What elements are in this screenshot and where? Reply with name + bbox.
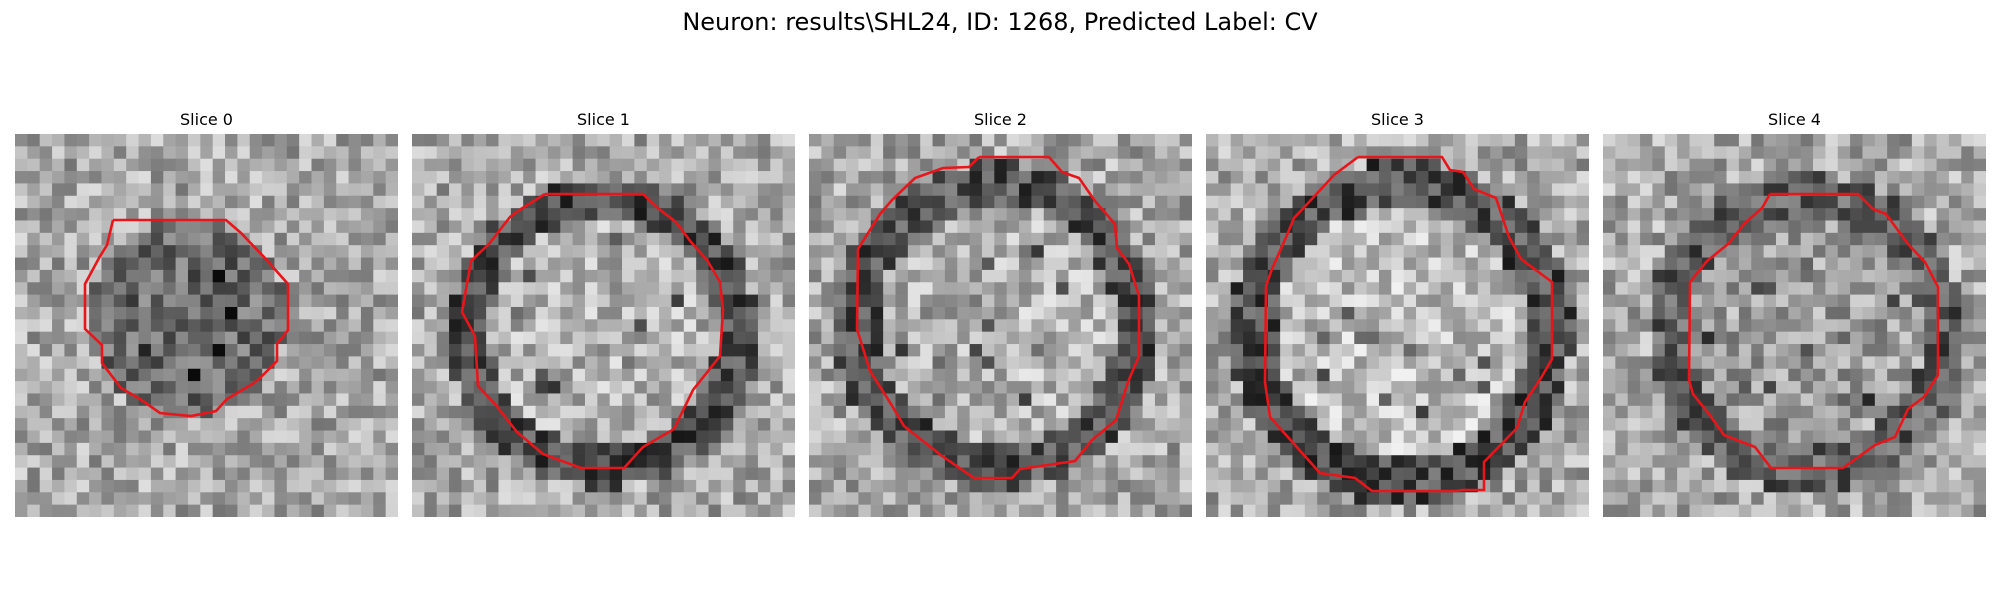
slice-image xyxy=(809,134,1192,517)
microscopy-pixels xyxy=(1603,134,1986,517)
slice-panel-1: Slice 1 xyxy=(412,108,795,517)
microscopy-pixels xyxy=(809,134,1192,517)
slice-image xyxy=(15,134,398,517)
slice-title: Slice 2 xyxy=(974,110,1027,129)
microscopy-pixels xyxy=(1206,134,1589,517)
slice-title: Slice 0 xyxy=(180,110,233,129)
slice-image xyxy=(412,134,795,517)
cell-contour xyxy=(460,192,725,470)
slice-title: Slice 1 xyxy=(577,110,630,129)
slice-panel-3: Slice 3 xyxy=(1206,108,1589,517)
slice-image xyxy=(1206,134,1589,517)
slice-panel-2: Slice 2 xyxy=(809,108,1192,517)
slice-title: Slice 3 xyxy=(1371,110,1424,129)
cell-contour xyxy=(83,218,290,418)
cell-contour xyxy=(855,155,1141,480)
cell-contour xyxy=(1263,155,1554,493)
microscopy-pixels xyxy=(412,134,795,517)
slice-image xyxy=(1603,134,1986,517)
figure-title: Neuron: results\SHL24, ID: 1268, Predict… xyxy=(682,8,1318,36)
slice-title: Slice 4 xyxy=(1768,110,1821,129)
microscopy-pixels xyxy=(15,134,398,517)
cell-contour xyxy=(1687,192,1940,470)
slice-panel-0: Slice 0 xyxy=(15,108,398,517)
slice-panel-4: Slice 4 xyxy=(1603,108,1986,517)
